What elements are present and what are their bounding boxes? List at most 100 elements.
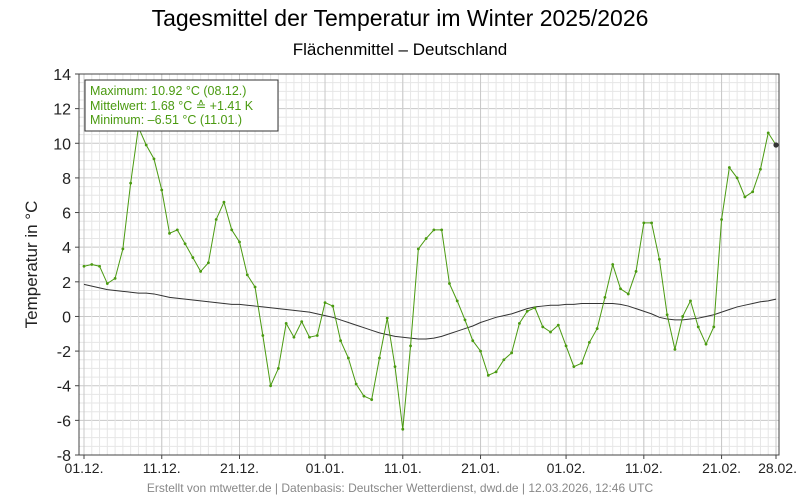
data-point — [331, 304, 335, 308]
data-point — [269, 384, 273, 388]
stats-maximum: Maximum: 10.92 °C (08.12.) — [90, 84, 246, 98]
data-point — [284, 321, 288, 325]
data-point — [735, 176, 739, 180]
data-point — [354, 382, 358, 386]
data-point — [222, 200, 226, 204]
data-point — [642, 221, 646, 225]
data-point — [510, 351, 514, 355]
y-tick-label: 8 — [62, 171, 71, 188]
data-point — [751, 190, 755, 194]
data-point — [463, 318, 467, 322]
data-point — [634, 270, 638, 273]
y-axis-ticks: -8 -6 -4 -2 0 2 4 6 8 10 12 14 — [53, 67, 79, 465]
x-tick-label: 01.12. — [65, 460, 104, 476]
data-point — [144, 143, 148, 147]
y-tick-label: 12 — [53, 102, 71, 119]
data-point — [611, 263, 615, 266]
data-point — [665, 313, 669, 317]
data-point — [773, 142, 779, 148]
data-point — [564, 344, 568, 348]
data-point — [743, 195, 747, 199]
data-point — [626, 292, 630, 296]
data-point — [401, 427, 405, 431]
data-point — [533, 306, 537, 310]
x-tick-label: 01.02. — [547, 460, 586, 476]
data-point — [253, 285, 257, 289]
data-point — [556, 323, 560, 327]
y-tick-label: -8 — [57, 448, 71, 465]
y-tick-label: 14 — [53, 67, 71, 84]
x-tick-label: 21.12. — [220, 460, 259, 476]
data-point — [261, 334, 265, 337]
data-point — [315, 334, 319, 337]
data-point — [292, 335, 296, 339]
data-point — [362, 394, 366, 398]
data-point — [479, 349, 482, 353]
series-layer — [82, 125, 779, 431]
grid — [79, 73, 779, 456]
data-point — [650, 221, 653, 225]
data-point — [191, 256, 195, 259]
x-tick-label: 21.02. — [702, 460, 741, 476]
data-point — [214, 218, 218, 221]
data-point — [704, 342, 708, 346]
data-point — [199, 270, 203, 273]
footer-credits: Erstellt von mtwetter.de | Datenbasis: D… — [146, 481, 654, 495]
y-tick-label: 2 — [62, 275, 71, 292]
data-point — [245, 273, 249, 277]
data-point — [416, 247, 420, 251]
data-point — [385, 316, 389, 320]
data-point — [121, 247, 125, 251]
data-point — [129, 181, 133, 185]
data-point — [657, 257, 661, 261]
data-point — [378, 356, 381, 360]
data-point — [486, 373, 490, 377]
data-point — [308, 335, 311, 339]
data-point — [339, 339, 342, 343]
data-point — [168, 231, 171, 235]
data-point — [370, 398, 374, 401]
data-point — [98, 264, 101, 268]
data-point — [113, 276, 117, 280]
data-point — [90, 263, 94, 266]
y-axis-label: Temperatur in °C — [22, 201, 41, 329]
data-point — [502, 358, 506, 362]
data-point — [183, 242, 187, 246]
data-point — [105, 282, 109, 285]
y-tick-label: 6 — [62, 206, 71, 223]
y-tick-label: -4 — [57, 379, 71, 396]
data-point — [346, 356, 350, 360]
data-point — [323, 301, 327, 304]
data-point — [440, 228, 444, 232]
data-point — [471, 339, 475, 343]
data-point — [580, 361, 584, 365]
data-point — [759, 167, 762, 171]
y-tick-label: 10 — [53, 136, 71, 153]
data-point — [518, 321, 521, 325]
chart-subtitle: Flächenmittel – Deutschland — [292, 40, 508, 59]
stats-box-frame — [84, 79, 279, 132]
data-point — [300, 320, 304, 324]
data-point — [541, 325, 545, 329]
y-tick-label: 4 — [62, 240, 71, 257]
data-point — [766, 131, 770, 135]
data-point — [720, 218, 723, 221]
x-tick-label: 28.02. — [758, 460, 797, 476]
data-point — [152, 157, 156, 161]
plot-frame — [78, 73, 780, 456]
data-point — [238, 240, 241, 244]
y-tick-label: -2 — [57, 344, 71, 361]
data-point — [689, 299, 692, 303]
data-point — [455, 299, 459, 303]
data-point — [175, 228, 179, 232]
y-tick-label: -6 — [57, 413, 71, 430]
data-point — [409, 344, 412, 348]
x-tick-label: 11.01. — [384, 460, 422, 476]
stats-minimum: Minimum: –6.51 °C (11.01.) — [90, 113, 242, 127]
data-point — [619, 287, 622, 291]
y-tick-label: 0 — [62, 309, 71, 326]
series-line-normal — [83, 283, 777, 340]
data-point — [448, 282, 451, 285]
data-point — [230, 228, 234, 232]
